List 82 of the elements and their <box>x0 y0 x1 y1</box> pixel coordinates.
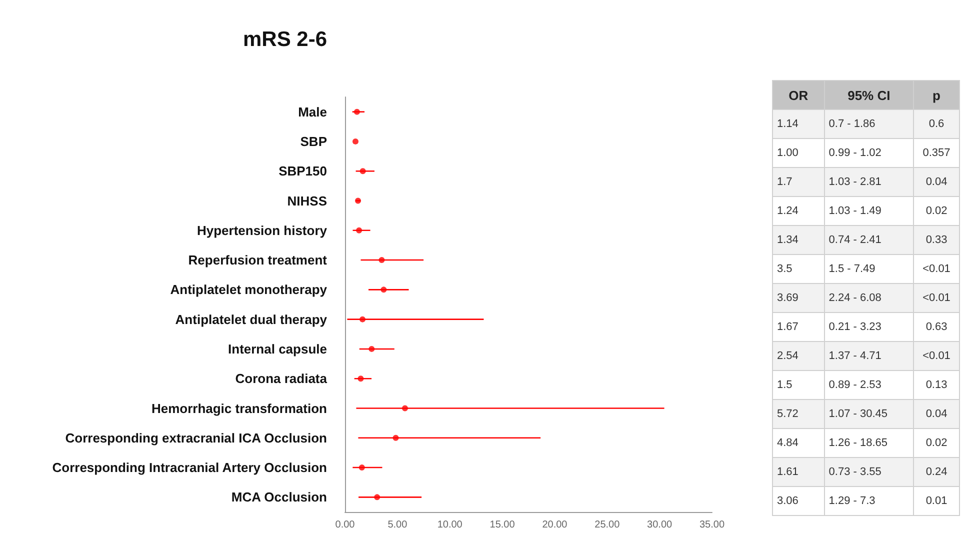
y-tick-label: Reperfusion treatment <box>188 252 328 268</box>
text: 1.34 <box>772 226 824 254</box>
text: 0.357 <box>914 138 960 168</box>
chart-title: mRS 2-6 <box>242 28 328 51</box>
text: 0.74 - 2.41 <box>824 226 914 254</box>
x-tick-label: 25.00 <box>594 520 620 530</box>
text: 1.5 - 7.49 <box>824 254 914 284</box>
text: 0.02 <box>914 196 960 226</box>
text: 1.03 - 2.81 <box>824 168 914 196</box>
y-tick-label: Corresponding extracranial ICA Occlusion <box>65 430 328 446</box>
y-tick-label: Corona radiata <box>235 371 328 386</box>
text: 1.14 <box>772 110 824 138</box>
y-tick-label: Internal capsule <box>228 341 327 356</box>
point <box>368 346 375 352</box>
text: 0.13 <box>914 370 960 400</box>
y-tick-label: SBP150 <box>278 164 327 179</box>
text: <0.01 <box>914 342 960 370</box>
point <box>356 227 362 234</box>
text: 2.54 <box>772 342 824 370</box>
text: 1.24 <box>772 196 824 226</box>
point <box>380 286 387 293</box>
x-tick-label: 5.00 <box>388 520 408 530</box>
text: 3.69 <box>772 284 824 312</box>
point <box>355 198 361 204</box>
y-tick-label: Hypertension history <box>196 222 328 238</box>
point <box>358 464 365 471</box>
point <box>358 376 364 382</box>
text: 0.21 - 3.23 <box>824 312 914 342</box>
point <box>360 316 366 322</box>
text: <0.01 <box>914 254 960 284</box>
text: 95% CI <box>824 80 914 110</box>
x-tick-label: 15.00 <box>490 520 516 530</box>
text: 1.26 - 18.65 <box>824 428 914 458</box>
text: 5.72 <box>772 400 824 428</box>
y-tick-label: Hemorrhagic transformation <box>151 400 328 416</box>
text: 2.24 - 6.08 <box>824 284 914 312</box>
text: 0.6 <box>914 110 960 138</box>
text: 0.02 <box>914 428 960 458</box>
text: 0.01 <box>914 486 960 516</box>
y-tick-label: Corresponding Intracranial Artery Occlusion <box>52 460 328 476</box>
text: 0.33 <box>914 226 960 254</box>
point <box>392 434 399 441</box>
text: 0.24 <box>914 458 960 486</box>
x-tick-label: 35.00 <box>699 520 725 530</box>
text: 3.06 <box>772 486 824 516</box>
text: 1.61 <box>772 458 824 486</box>
text: 1.67 <box>772 312 824 342</box>
point <box>402 405 408 412</box>
text: <0.01 <box>914 284 960 312</box>
y-tick-label: NIHSS <box>287 193 328 208</box>
x-tick-label: 10.00 <box>437 520 463 530</box>
text: 1.37 - 4.71 <box>824 342 914 370</box>
text: 1.7 <box>772 168 824 196</box>
text: 0.89 - 2.53 <box>824 370 914 400</box>
text: 0.99 - 1.02 <box>824 138 914 168</box>
text: 1.07 - 30.45 <box>824 400 914 428</box>
text: 3.5 <box>772 254 824 284</box>
x-tick-label: 20.00 <box>542 520 568 530</box>
text: 0.04 <box>914 400 960 428</box>
text: 1.29 - 7.3 <box>824 486 914 516</box>
text: 0.73 - 3.55 <box>824 458 914 486</box>
point <box>354 108 360 115</box>
point <box>352 138 358 144</box>
text: p <box>914 80 960 110</box>
y-tick-label: Antiplatelet monotherapy <box>170 282 328 298</box>
point <box>378 257 385 264</box>
y-tick-label: Antiplatelet dual therapy <box>175 312 328 327</box>
y-tick-label: SBP <box>300 134 328 149</box>
y-tick-label: Male <box>298 104 327 120</box>
x-tick-label: 30.00 <box>647 520 673 530</box>
text: OR <box>772 80 824 110</box>
text: 0.04 <box>914 168 960 196</box>
text: 4.84 <box>772 428 824 458</box>
text: 1.5 <box>772 370 824 400</box>
point <box>360 168 366 174</box>
text: 1.00 <box>772 138 824 168</box>
y-tick-label: MCA Occlusion <box>231 490 328 505</box>
text: 0.63 <box>914 312 960 342</box>
text: 1.03 - 1.49 <box>824 196 914 226</box>
x-tick-label: 0.00 <box>335 520 356 530</box>
text: 0.7 - 1.86 <box>824 110 914 138</box>
point <box>374 494 380 500</box>
